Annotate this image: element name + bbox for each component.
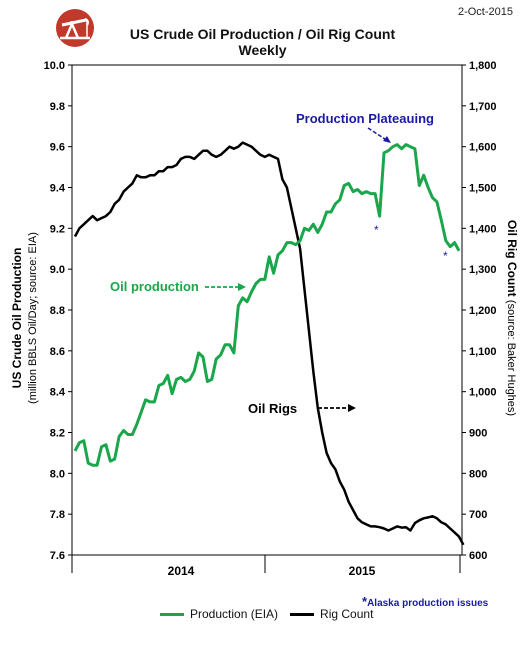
left-axis-tick-label: 9.0 <box>50 264 65 276</box>
left-axis-tick-label: 7.8 <box>50 509 65 521</box>
left-axis-tick-label: 8.0 <box>50 468 65 480</box>
right-axis-tick-label: 1,800 <box>469 60 497 72</box>
x-axis-tick-label: 2014 <box>168 564 195 578</box>
annotation-plateau: Production Plateauing <box>296 111 434 126</box>
legend-swatch-production <box>160 612 184 616</box>
left-axis-tick-label: 9.8 <box>50 101 65 113</box>
left-axis-subtitle: (million BBLS Oil/Day; source: EIA) <box>27 232 39 404</box>
alaska-note: *Alaska production issues <box>362 594 488 609</box>
legend-label-production: Production (EIA) <box>190 607 279 621</box>
oil-pumpjack-icon <box>52 8 98 48</box>
plot-frame <box>71 64 463 556</box>
right-axis-tick-label: 1,100 <box>469 346 497 358</box>
right-axis-tick-label: 800 <box>469 468 487 480</box>
annotation-oil-rigs: Oil Rigs <box>248 401 297 416</box>
date-label: 2-Oct-2015 <box>457 6 513 18</box>
right-axis-tick-label: 1,200 <box>469 305 497 317</box>
x-axis-tick-label: 2015 <box>349 564 376 578</box>
right-axis-tick-label: 900 <box>469 428 487 440</box>
left-axis-tick-label: 8.2 <box>50 428 65 440</box>
legend-label-rigs: Rig Count <box>320 607 374 621</box>
annotation-oil-rigs-arrowhead <box>348 404 356 412</box>
right-axis-tick-label: 700 <box>469 509 487 521</box>
annotation-plateau-arrow <box>367 127 389 142</box>
chart-title: US Crude Oil Production / Oil Rig Count <box>129 26 396 42</box>
left-axis-tick-label: 9.2 <box>50 223 65 235</box>
annotation-oil-production: Oil production <box>110 279 199 294</box>
left-axis-tick-label: 7.6 <box>50 550 65 562</box>
annotation-oil-production-arrowhead <box>238 283 246 291</box>
annotation-plateau-arrowhead <box>383 136 391 143</box>
legend-swatch-rigs <box>290 612 315 616</box>
left-axis-title: US Crude Oil Production <box>10 248 24 389</box>
right-axis-tick-label: 1,600 <box>469 142 497 154</box>
right-axis-tick-label: 1,500 <box>469 183 497 195</box>
right-axis-tick-label: 1,400 <box>469 223 497 235</box>
series-line-rig-count <box>73 141 465 546</box>
left-axis-tick-label: 8.6 <box>50 346 65 358</box>
left-axis-tick-label: 9.4 <box>50 183 66 195</box>
right-axis-tick-label: 1,000 <box>469 387 497 399</box>
left-axis-tick-label: 8.8 <box>50 305 65 317</box>
right-axis-title: Oil Rig Count (source: Baker Hughes) <box>505 220 519 416</box>
alaska-note-asterisk: * <box>362 594 368 609</box>
annotation-asterisk: * <box>443 249 448 263</box>
chart-subtitle: Weekly <box>238 42 287 58</box>
right-axis-tick-label: 1,700 <box>469 101 497 113</box>
right-axis-tick-label: 1,300 <box>469 264 497 276</box>
series-line-production <box>73 143 461 467</box>
chart-legend: Production (EIA) Rig Count <box>160 607 373 621</box>
alaska-note-text: Alaska production issues <box>367 598 489 609</box>
annotation-asterisk: * <box>374 223 379 237</box>
left-axis-tick-label: 8.4 <box>50 387 66 399</box>
right-axis-tick-label: 600 <box>469 550 487 562</box>
left-axis-tick-label: 9.6 <box>50 142 65 154</box>
left-axis-tick-label: 10.0 <box>44 60 65 72</box>
